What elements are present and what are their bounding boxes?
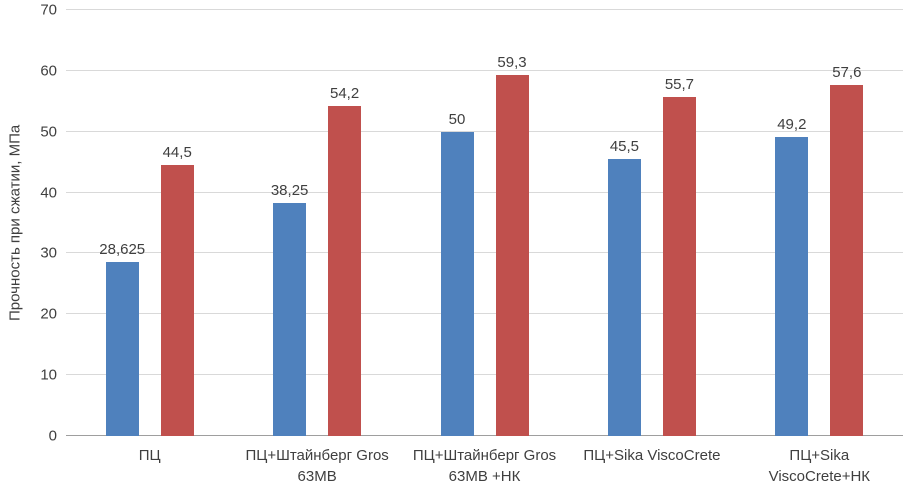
bar [440,131,474,436]
y-tick-label: 70 [40,1,57,19]
category-label: ПЦ+Sika ViscoCrete+НК [768,447,871,485]
category-label: ПЦ+Sika ViscoCrete [583,447,721,464]
y-axis-ticks: 0 10 20 30 40 50 60 70 [28,3,66,444]
y-gridline [66,69,903,71]
bar-group: 38,25 54,2 [233,10,400,436]
y-tick-label: 60 [40,62,57,80]
bar-group: 49,2 57,6 [736,10,903,436]
y-gridline [66,191,903,193]
bar [273,203,307,436]
bar [607,159,641,436]
y-gridline [66,130,903,132]
y-tick-label: 30 [40,244,57,262]
bar-series-red: 54,2 [328,10,362,436]
bar-series-red: 57,6 [830,10,864,436]
bar-series-blue: 28,625 [99,10,145,436]
bar-groups: 28,625 44,5 38,25 54,2 50 59,3 45,5 55,7 49,2 57,… [66,10,903,436]
bar [328,106,362,436]
bar-series-blue: 45,5 [607,10,641,436]
bar-value-label: 44,5 [162,144,192,162]
x-axis-labels: ПЦ ПЦ+Штайнберг Gros 63МВ ПЦ+Штайнберг Gro… [66,436,903,490]
bar-series-blue: 38,25 [270,10,309,436]
category-label: ПЦ [138,447,161,464]
bar [830,85,864,436]
bar-group: 28,625 44,5 [66,10,233,436]
y-tick-label: 40 [40,184,57,202]
category-label: ПЦ+Штайнберг Gros 63МВ +НК [412,447,557,485]
x-axis-line [66,435,903,436]
y-tick-label: 0 [48,427,57,445]
bar-value-label: 54,2 [330,85,360,103]
bar-group: 50 59,3 [401,10,568,436]
bar-value-label: 50 [448,110,466,128]
bar-series-red: 44,5 [160,10,194,436]
y-gridline [66,9,903,10]
bar [775,136,809,436]
bar-group: 45,5 55,7 [568,10,735,436]
bar-value-label: 59,3 [497,54,527,72]
y-gridline [66,252,903,254]
bar [160,165,194,436]
bar-value-label: 38,25 [270,182,309,200]
y-gridline [66,313,903,315]
plot-area: 28,625 44,5 38,25 54,2 50 59,3 45,5 55,7 49,2 57,… [66,9,903,436]
bar [105,261,139,436]
y-tick-label: 10 [40,366,57,384]
y-tick-label: 20 [40,305,57,323]
y-axis-title: Прочность при сжатии, МПа [6,124,24,322]
y-tick-label: 50 [40,123,57,141]
bar-series-red: 55,7 [662,10,696,436]
bar-value-label: 49,2 [777,115,807,133]
bar-value-label: 57,6 [832,64,862,82]
bar-series-blue: 50 [440,10,474,436]
bar-value-label: 45,5 [609,138,640,156]
y-gridline [66,374,903,376]
bar-series-red: 59,3 [495,10,529,436]
category-label: ПЦ+Штайнберг Gros 63МВ [245,447,389,485]
bar-value-label: 55,7 [664,76,695,94]
bar [495,75,529,436]
bar-series-blue: 49,2 [775,10,809,436]
bar-value-label: 28,625 [99,240,146,258]
bar [662,97,696,436]
